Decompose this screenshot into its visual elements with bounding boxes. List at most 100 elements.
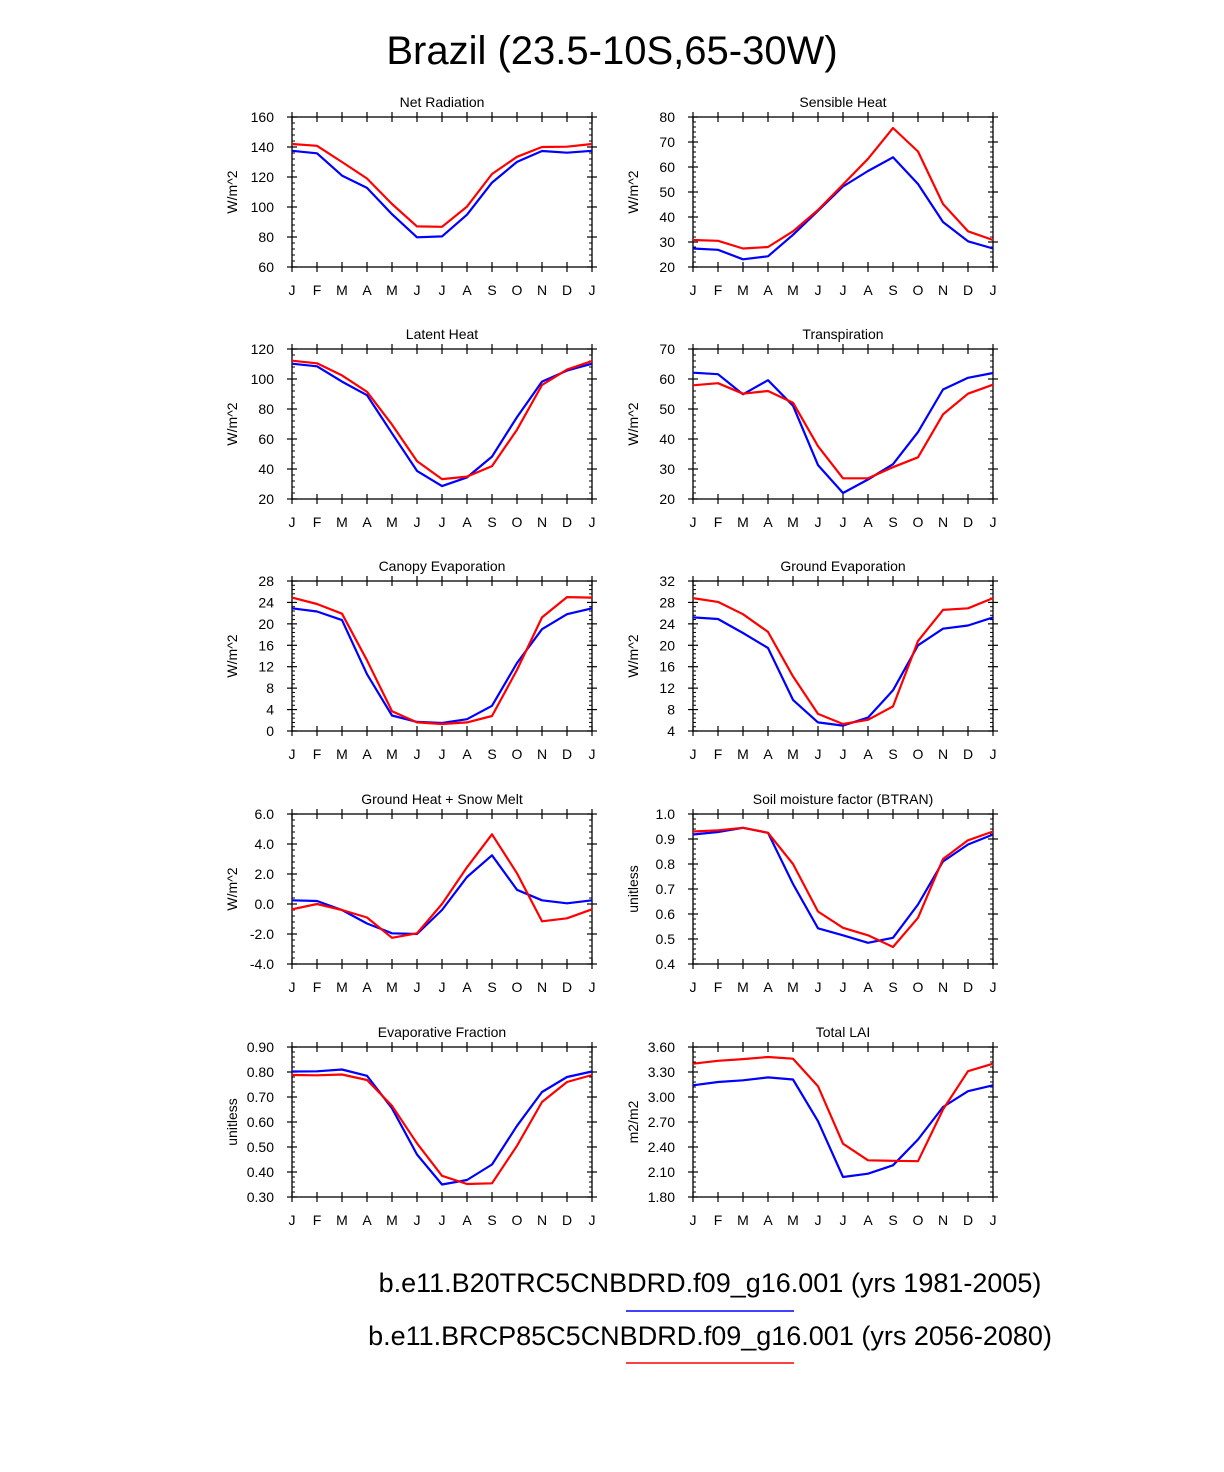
x-tick-label: J — [690, 979, 697, 995]
y-tick-label: 80 — [659, 109, 675, 125]
panel-title: Sensible Heat — [799, 94, 886, 110]
x-tick-label: O — [913, 514, 924, 530]
x-tick-label: N — [938, 514, 948, 530]
x-tick-label: J — [289, 979, 296, 995]
y-axis-label: unitless — [224, 1098, 240, 1145]
x-tick-label: F — [313, 282, 322, 298]
x-tick-label: S — [487, 514, 496, 530]
x-tick-label: S — [888, 1212, 897, 1228]
x-tick-label: J — [439, 514, 446, 530]
x-tick-label: N — [938, 282, 948, 298]
x-tick-label: M — [336, 282, 348, 298]
series-line-historical — [692, 1076, 994, 1179]
y-tick-label: 0.60 — [247, 1114, 274, 1130]
x-tick-label: M — [787, 979, 799, 995]
x-tick-label: M — [787, 746, 799, 762]
series-line-future — [692, 826, 994, 949]
y-axis-label: W/m^2 — [224, 867, 240, 910]
y-tick-label: 0.5 — [656, 931, 676, 947]
x-tick-label: A — [863, 746, 873, 762]
x-tick-label: J — [690, 514, 697, 530]
plot-frame — [692, 813, 994, 965]
y-tick-label: 0.50 — [247, 1139, 274, 1155]
x-tick-label: J — [289, 282, 296, 298]
y-tick-label: 0.7 — [656, 881, 676, 897]
x-tick-label: J — [690, 282, 697, 298]
x-tick-label: A — [362, 1212, 372, 1228]
x-tick-label: F — [714, 746, 723, 762]
x-tick-label: M — [737, 282, 749, 298]
y-tick-label: 16 — [258, 637, 274, 653]
x-tick-label: F — [313, 746, 322, 762]
x-tick-label: O — [913, 282, 924, 298]
x-tick-label: O — [913, 746, 924, 762]
y-tick-label: 80 — [258, 401, 274, 417]
panel-title: Evaporative Fraction — [378, 1024, 506, 1040]
series-line-future — [692, 597, 994, 726]
y-tick-label: 60 — [659, 371, 675, 387]
x-tick-label: A — [763, 979, 773, 995]
x-tick-label: F — [714, 979, 723, 995]
y-tick-label: 120 — [251, 169, 275, 185]
x-tick-label: A — [462, 1212, 472, 1228]
x-tick-label: J — [289, 514, 296, 530]
x-tick-label: M — [737, 746, 749, 762]
x-tick-label: N — [537, 1212, 547, 1228]
x-tick-label: J — [439, 746, 446, 762]
plot-frame — [291, 348, 593, 500]
panel-title: Ground Heat + Snow Melt — [361, 791, 523, 807]
y-tick-label: 4 — [266, 702, 274, 718]
x-tick-label: D — [562, 514, 572, 530]
y-axis-label: W/m^2 — [625, 634, 641, 677]
x-tick-label: J — [840, 746, 847, 762]
x-tick-label: D — [963, 282, 973, 298]
y-tick-label: 100 — [251, 199, 275, 215]
x-tick-label: F — [313, 514, 322, 530]
series-line-historical — [291, 854, 593, 936]
y-axis-label: W/m^2 — [224, 170, 240, 213]
y-tick-label: 20 — [258, 491, 274, 507]
x-tick-label: J — [589, 1212, 596, 1228]
x-tick-label: N — [938, 746, 948, 762]
series-line-future — [692, 126, 994, 250]
y-tick-label: 0.9 — [656, 831, 676, 847]
x-tick-label: M — [336, 514, 348, 530]
x-tick-label: M — [336, 746, 348, 762]
y-axis-label: W/m^2 — [625, 170, 641, 213]
series-line-historical — [692, 156, 994, 261]
series-line-future — [291, 833, 593, 939]
y-tick-label: 80 — [258, 229, 274, 245]
series-line-historical — [291, 607, 593, 725]
y-tick-label: 6.0 — [255, 806, 275, 822]
series-line-historical — [291, 149, 593, 239]
x-tick-label: A — [763, 746, 773, 762]
y-tick-label: 50 — [659, 184, 675, 200]
x-tick-label: M — [737, 979, 749, 995]
x-tick-label: M — [386, 282, 398, 298]
y-tick-label: 4 — [667, 723, 675, 739]
panel-title: Latent Heat — [406, 326, 478, 342]
x-tick-label: N — [537, 979, 547, 995]
plot-frame — [692, 116, 994, 268]
x-tick-label: S — [487, 1212, 496, 1228]
x-tick-label: O — [512, 282, 523, 298]
x-tick-label: A — [462, 746, 472, 762]
y-tick-label: 0 — [266, 723, 274, 739]
panel-title: Total LAI — [816, 1024, 870, 1040]
x-tick-label: J — [414, 746, 421, 762]
x-tick-label: J — [815, 514, 822, 530]
legend-label-future: b.e11.BRCP85C5CNBDRD.f09_g16.001 (yrs 20… — [368, 1321, 1052, 1351]
y-tick-label: 28 — [659, 594, 675, 610]
x-tick-label: N — [537, 282, 547, 298]
x-tick-label: J — [990, 746, 997, 762]
y-axis-label: W/m^2 — [224, 402, 240, 445]
y-tick-label: 0.0 — [255, 896, 275, 912]
x-tick-label: A — [362, 282, 372, 298]
x-tick-label: J — [439, 979, 446, 995]
x-tick-label: M — [737, 514, 749, 530]
y-tick-label: 3.60 — [648, 1039, 675, 1055]
y-tick-label: 12 — [659, 680, 675, 696]
x-tick-label: D — [562, 979, 572, 995]
x-tick-label: S — [888, 746, 897, 762]
